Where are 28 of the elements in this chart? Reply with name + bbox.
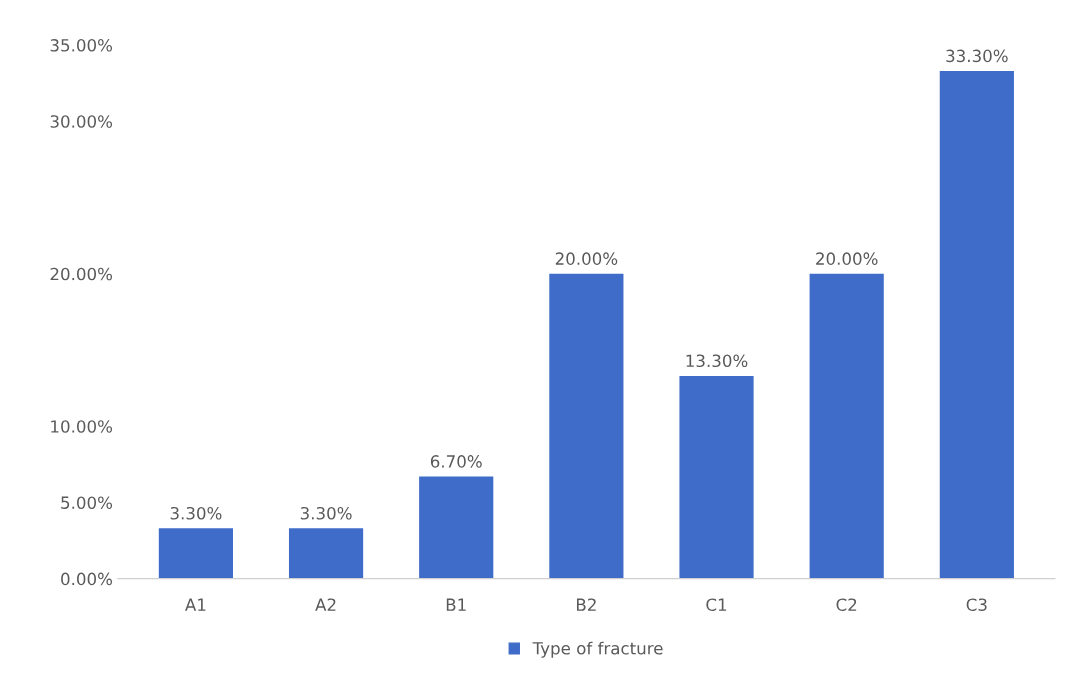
x-tick-label: C1 bbox=[706, 598, 727, 611]
y-tick-label: 20.00% bbox=[50, 267, 113, 281]
data-label: 20.00% bbox=[555, 252, 618, 265]
x-tick-label: B1 bbox=[446, 598, 466, 611]
x-tick-label: A2 bbox=[315, 598, 336, 611]
x-tick-label: A1 bbox=[185, 598, 206, 611]
data-label: 20.00% bbox=[816, 252, 878, 265]
x-tick-label: C3 bbox=[966, 598, 987, 611]
bar bbox=[809, 273, 884, 579]
y-tick-label: 0.00% bbox=[61, 572, 113, 586]
y-tick-label: 10.00% bbox=[51, 420, 113, 433]
data-label: 3.30% bbox=[300, 506, 352, 520]
x-tick-label: B2 bbox=[576, 598, 596, 611]
legend-label: Type of fracture bbox=[532, 641, 663, 658]
x-tick-label: C2 bbox=[836, 598, 857, 611]
bar bbox=[549, 273, 624, 579]
data-label: 13.30% bbox=[686, 354, 748, 368]
data-label: 6.70% bbox=[430, 455, 482, 468]
y-tick-label: 30.00% bbox=[50, 115, 113, 128]
bar bbox=[158, 528, 233, 579]
bar bbox=[419, 476, 494, 579]
y-tick-label: 35.00% bbox=[50, 39, 113, 52]
bar bbox=[939, 70, 1014, 579]
data-label: 33.30% bbox=[946, 49, 1008, 63]
data-label: 3.30% bbox=[170, 506, 222, 520]
y-tick-label: 5.00% bbox=[61, 496, 113, 509]
bar bbox=[679, 375, 754, 579]
bar bbox=[288, 528, 364, 579]
